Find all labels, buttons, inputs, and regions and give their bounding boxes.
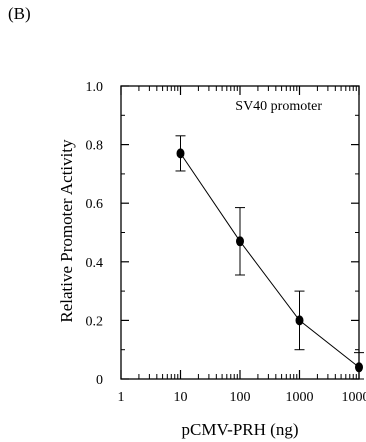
y-axis-label: Relative Promoter Activity (57, 139, 76, 323)
x-tick-label: 1000 (286, 390, 314, 405)
panel-label: (B) (8, 4, 31, 23)
chart-annotation: SV40 promoter (235, 99, 322, 114)
data-point (355, 362, 363, 373)
y-tick-label: 0.6 (86, 197, 104, 212)
x-axis-label: pCMV-PRH (ng) (182, 420, 299, 439)
minor-ticks (121, 86, 359, 379)
y-tick-label: 0.2 (86, 314, 104, 329)
series-line (180, 153, 360, 368)
data-point (176, 148, 185, 159)
x-tick-label: 1 (118, 390, 125, 405)
x-tick-label: 100 (230, 390, 251, 405)
data-point (236, 236, 244, 247)
series (175, 135, 364, 380)
data-point (295, 315, 304, 326)
y-tick-labels: 0 0.2 0.4 0.6 0.8 1.0 (86, 80, 104, 388)
y-tick-label: 1.0 (86, 80, 104, 95)
y-tick-label: 0.8 (86, 139, 104, 154)
y-tick-label: 0 (96, 373, 103, 388)
y-tick-label: 0.4 (86, 256, 104, 271)
x-tick-label: 10 (174, 390, 188, 405)
major-ticks (120, 85, 360, 380)
